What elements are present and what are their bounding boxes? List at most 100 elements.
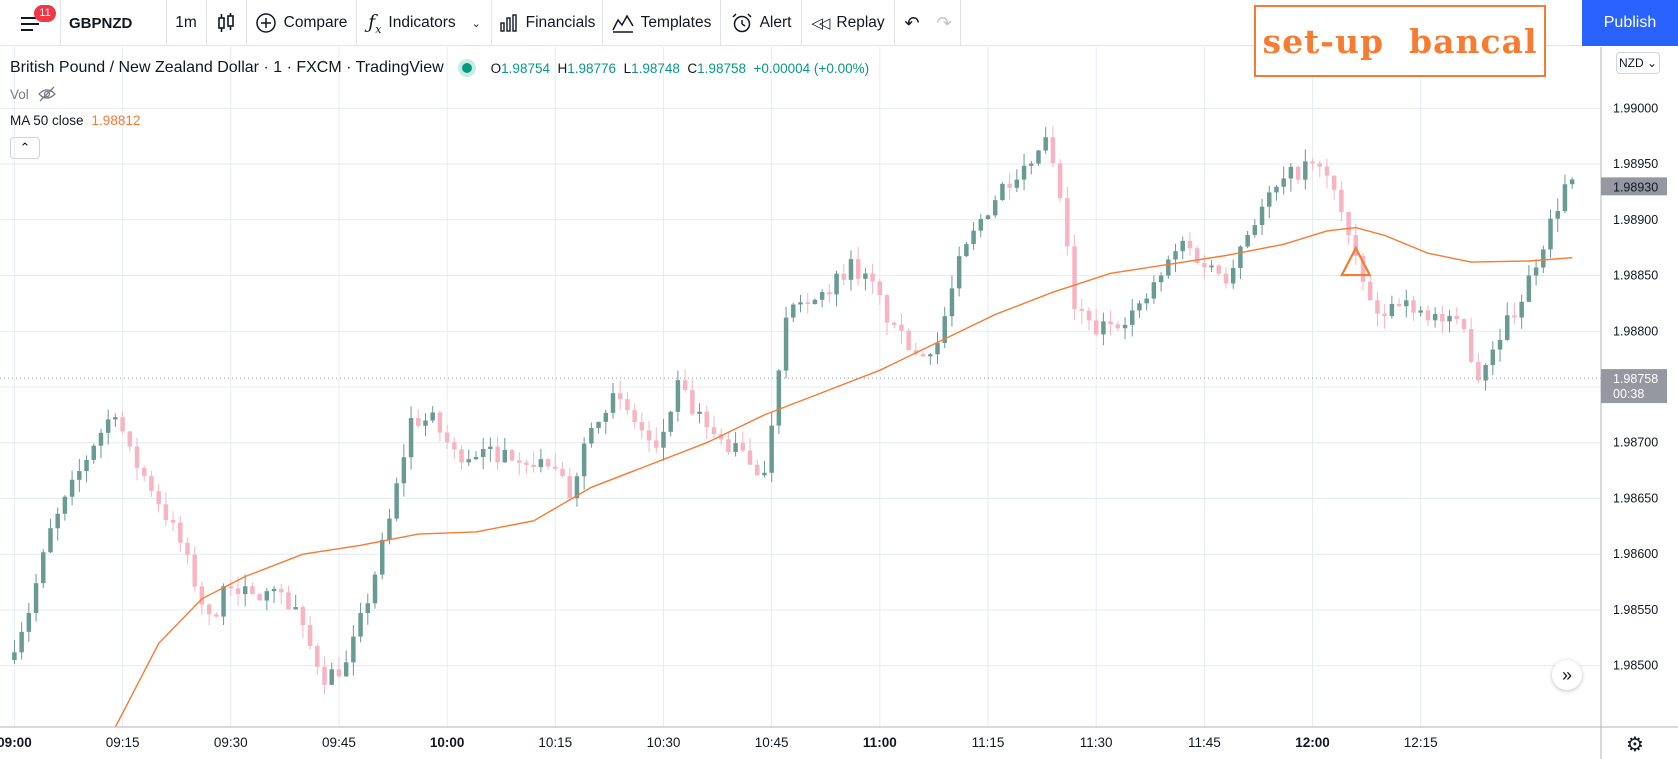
candle-body[interactable] xyxy=(77,471,82,480)
candle-body[interactable] xyxy=(1043,137,1048,151)
candle-body[interactable] xyxy=(1440,313,1445,322)
candle-body[interactable] xyxy=(1569,179,1575,185)
candle-body[interactable] xyxy=(480,449,486,457)
scroll-to-realtime-button[interactable]: » xyxy=(1552,660,1582,690)
candle-body[interactable] xyxy=(19,631,24,653)
candle-body[interactable] xyxy=(769,425,774,473)
candle-body[interactable] xyxy=(502,449,508,463)
candle-body[interactable] xyxy=(1555,211,1560,219)
candle-body[interactable] xyxy=(827,292,832,295)
candle-body[interactable] xyxy=(452,442,457,450)
indicators-button[interactable]: ƒx Indicators ⌄ xyxy=(357,0,492,46)
candle-body[interactable] xyxy=(1000,183,1005,201)
candle-body[interactable] xyxy=(870,273,875,282)
candle-body[interactable] xyxy=(668,411,673,432)
candle-body[interactable] xyxy=(697,411,702,414)
candle-body[interactable] xyxy=(1512,315,1517,318)
candle-body[interactable] xyxy=(733,443,738,453)
candle-body[interactable] xyxy=(372,574,378,604)
candle-body[interactable] xyxy=(394,483,399,519)
candle-body[interactable] xyxy=(625,399,630,411)
candle-body[interactable] xyxy=(610,393,616,413)
candle-body[interactable] xyxy=(228,586,234,589)
candle-body[interactable] xyxy=(1216,265,1222,274)
replay-button[interactable]: ◁◁ Replay xyxy=(802,0,894,46)
candle-body[interactable] xyxy=(639,422,645,431)
candle-body[interactable] xyxy=(1367,281,1373,301)
candle-body[interactable] xyxy=(1209,265,1214,268)
candle-body[interactable] xyxy=(1252,225,1258,235)
candle-body[interactable] xyxy=(307,625,313,646)
volume-legend-row[interactable]: Vol xyxy=(10,81,869,107)
candle-body[interactable] xyxy=(783,317,789,371)
candle-body[interactable] xyxy=(1223,273,1229,284)
candle-body[interactable] xyxy=(1375,300,1380,314)
candle-body[interactable] xyxy=(920,354,926,357)
candle-body[interactable] xyxy=(98,432,104,446)
candle-body[interactable] xyxy=(1548,218,1553,250)
candle-body[interactable] xyxy=(654,440,659,448)
candle-body[interactable] xyxy=(401,457,407,484)
candle-body[interactable] xyxy=(416,418,421,426)
candle-body[interactable] xyxy=(646,430,652,441)
candle-body[interactable] xyxy=(1353,235,1359,256)
candle-body[interactable] xyxy=(1108,321,1113,325)
candle-body[interactable] xyxy=(964,244,969,257)
candle-body[interactable] xyxy=(1130,310,1135,325)
candle-body[interactable] xyxy=(1158,275,1164,283)
candle-body[interactable] xyxy=(971,230,976,245)
candle-body[interactable] xyxy=(1425,310,1431,321)
candle-body[interactable] xyxy=(358,612,363,637)
candle-body[interactable] xyxy=(538,459,544,468)
candle-body[interactable] xyxy=(935,342,940,355)
candle-body[interactable] xyxy=(459,449,464,463)
candle-body[interactable] xyxy=(242,586,248,595)
candle-body[interactable] xyxy=(949,288,955,317)
candle-body[interactable] xyxy=(855,259,861,279)
candle-body[interactable] xyxy=(365,603,371,613)
candle-body[interactable] xyxy=(848,259,854,280)
candle-body[interactable] xyxy=(127,431,133,447)
candle-body[interactable] xyxy=(214,614,219,617)
candle-body[interactable] xyxy=(1360,255,1366,282)
candle-body[interactable] xyxy=(574,476,580,499)
candle-body[interactable] xyxy=(906,330,911,351)
candle-body[interactable] xyxy=(1389,303,1395,317)
candle-body[interactable] xyxy=(1562,184,1568,212)
candle-body[interactable] xyxy=(545,459,551,467)
candle-body[interactable] xyxy=(1014,179,1020,188)
candle-body[interactable] xyxy=(791,304,796,318)
candle-body[interactable] xyxy=(1101,321,1106,335)
candle-body[interactable] xyxy=(798,302,803,305)
candle-body[interactable] xyxy=(286,592,291,610)
candle-body[interactable] xyxy=(567,476,572,499)
candle-body[interactable] xyxy=(12,652,17,661)
candle-body[interactable] xyxy=(41,552,46,584)
candle-body[interactable] xyxy=(899,324,904,331)
candle-body[interactable] xyxy=(560,468,565,477)
candle-body[interactable] xyxy=(726,439,731,453)
candle-body[interactable] xyxy=(1281,178,1286,187)
candle-body[interactable] xyxy=(120,417,125,432)
collapse-legend-button[interactable]: ⌃ xyxy=(10,137,40,159)
candle-body[interactable] xyxy=(1007,183,1012,188)
candle-body[interactable] xyxy=(1180,240,1185,252)
candle-body[interactable] xyxy=(603,412,609,422)
eye-hidden-icon[interactable] xyxy=(37,86,57,102)
candle-body[interactable] xyxy=(581,443,587,477)
candle-body[interactable] xyxy=(661,431,666,448)
candle-body[interactable] xyxy=(1259,206,1265,226)
candle-body[interactable] xyxy=(26,612,32,632)
candle-body[interactable] xyxy=(1187,240,1193,249)
candle-body[interactable] xyxy=(156,491,161,505)
candle-body[interactable] xyxy=(1382,313,1387,317)
candle-body[interactable] xyxy=(1526,275,1532,302)
symbol-search-button[interactable]: GBPNZD xyxy=(69,14,133,32)
candle-body[interactable] xyxy=(884,295,890,323)
candle-body[interactable] xyxy=(805,302,810,305)
candle-body[interactable] xyxy=(1295,166,1301,180)
candle-body[interactable] xyxy=(1173,251,1178,260)
candle-body[interactable] xyxy=(892,322,897,325)
candle-body[interactable] xyxy=(250,586,255,595)
candle-body[interactable] xyxy=(264,591,270,601)
